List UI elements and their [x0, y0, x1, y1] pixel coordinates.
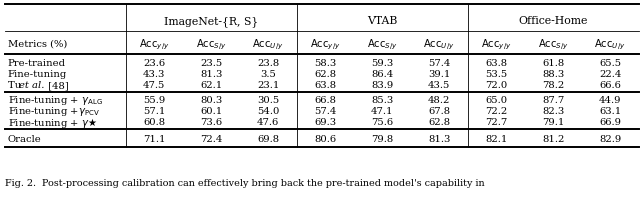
Text: 47.5: 47.5: [143, 81, 165, 90]
Text: $\mathrm{Acc}_{S/y}$: $\mathrm{Acc}_{S/y}$: [538, 37, 569, 52]
Text: 87.7: 87.7: [542, 96, 564, 105]
Text: 59.3: 59.3: [371, 59, 394, 68]
Text: Tu: Tu: [8, 81, 24, 90]
Text: $\mathrm{Acc}_{U/y}$: $\mathrm{Acc}_{U/y}$: [252, 37, 284, 52]
Text: 23.8: 23.8: [257, 59, 279, 68]
Text: 82.3: 82.3: [542, 107, 564, 116]
Text: 81.3: 81.3: [428, 135, 451, 144]
Text: 62.8: 62.8: [314, 70, 336, 79]
Text: 57.1: 57.1: [143, 107, 165, 116]
Text: 30.5: 30.5: [257, 96, 279, 105]
Text: Fine-tuning + $\gamma_{\mathrm{ALG}}$: Fine-tuning + $\gamma_{\mathrm{ALG}}$: [8, 94, 102, 107]
Text: 47.1: 47.1: [371, 107, 394, 116]
Text: [48]: [48]: [45, 81, 69, 90]
Text: 83.9: 83.9: [371, 81, 394, 90]
Text: 43.5: 43.5: [428, 81, 451, 90]
Text: 88.3: 88.3: [542, 70, 564, 79]
Text: 67.8: 67.8: [428, 107, 450, 116]
Text: 72.7: 72.7: [485, 118, 508, 127]
Text: Fine-tuning + $\gamma\bigstar$: Fine-tuning + $\gamma\bigstar$: [8, 116, 97, 130]
Text: 80.6: 80.6: [314, 135, 336, 144]
Text: $\mathrm{Acc}_{y/y}$: $\mathrm{Acc}_{y/y}$: [139, 37, 170, 52]
Text: Fine-tuning +$\gamma_{\mathrm{PCV}}$: Fine-tuning +$\gamma_{\mathrm{PCV}}$: [8, 105, 100, 118]
Text: Pre-trained: Pre-trained: [8, 59, 66, 68]
Text: 53.5: 53.5: [485, 70, 508, 79]
Text: 82.9: 82.9: [599, 135, 621, 144]
Text: 22.4: 22.4: [599, 70, 621, 79]
Text: 72.0: 72.0: [485, 81, 508, 90]
Text: $\mathrm{Acc}_{U/y}$: $\mathrm{Acc}_{U/y}$: [595, 37, 626, 52]
Text: 57.4: 57.4: [314, 107, 337, 116]
Text: Office-Home: Office-Home: [518, 16, 588, 26]
Text: Oracle: Oracle: [8, 135, 42, 144]
Text: 73.6: 73.6: [200, 118, 222, 127]
Text: VTAB: VTAB: [367, 16, 397, 26]
Text: 69.8: 69.8: [257, 135, 279, 144]
Text: 85.3: 85.3: [371, 96, 394, 105]
Text: Fig. 2.  Post-processing calibration can effectively bring back the pre-trained : Fig. 2. Post-processing calibration can …: [5, 179, 484, 188]
Text: 58.3: 58.3: [314, 59, 336, 68]
Text: 81.2: 81.2: [542, 135, 564, 144]
Text: 23.6: 23.6: [143, 59, 165, 68]
Text: 65.5: 65.5: [599, 59, 621, 68]
Text: 54.0: 54.0: [257, 107, 279, 116]
Text: 60.8: 60.8: [143, 118, 165, 127]
Text: 69.3: 69.3: [314, 118, 336, 127]
Text: 3.5: 3.5: [260, 70, 276, 79]
Text: 78.2: 78.2: [542, 81, 564, 90]
Text: $\mathrm{Acc}_{y/y}$: $\mathrm{Acc}_{y/y}$: [310, 37, 340, 52]
Text: 80.3: 80.3: [200, 96, 222, 105]
Text: 44.9: 44.9: [599, 96, 621, 105]
Text: 75.6: 75.6: [371, 118, 393, 127]
Text: 86.4: 86.4: [371, 70, 394, 79]
Text: 48.2: 48.2: [428, 96, 451, 105]
Text: 81.3: 81.3: [200, 70, 222, 79]
Text: 63.8: 63.8: [314, 81, 336, 90]
Text: 82.1: 82.1: [485, 135, 508, 144]
Text: et al.: et al.: [19, 81, 44, 90]
Text: 72.2: 72.2: [485, 107, 508, 116]
Text: 66.8: 66.8: [314, 96, 336, 105]
Text: 23.5: 23.5: [200, 59, 222, 68]
Text: 79.8: 79.8: [371, 135, 394, 144]
Text: ImageNet-{R, S}: ImageNet-{R, S}: [164, 16, 259, 26]
Text: 60.1: 60.1: [200, 107, 222, 116]
Text: 39.1: 39.1: [428, 70, 451, 79]
Text: 23.1: 23.1: [257, 81, 279, 90]
Text: Fine-tuning: Fine-tuning: [8, 70, 67, 79]
Text: 66.6: 66.6: [599, 81, 621, 90]
Text: 63.8: 63.8: [485, 59, 508, 68]
Text: 61.8: 61.8: [542, 59, 564, 68]
Text: 57.4: 57.4: [428, 59, 451, 68]
Text: 66.9: 66.9: [599, 118, 621, 127]
Text: Metrics (%): Metrics (%): [8, 40, 68, 49]
Text: $\mathrm{Acc}_{S/y}$: $\mathrm{Acc}_{S/y}$: [367, 37, 397, 52]
Text: 72.4: 72.4: [200, 135, 222, 144]
Text: 71.1: 71.1: [143, 135, 165, 144]
Text: $\mathrm{Acc}_{U/y}$: $\mathrm{Acc}_{U/y}$: [423, 37, 455, 52]
Text: 47.6: 47.6: [257, 118, 279, 127]
Text: 62.8: 62.8: [428, 118, 450, 127]
Text: 43.3: 43.3: [143, 70, 165, 79]
Text: 62.1: 62.1: [200, 81, 222, 90]
Text: $\mathrm{Acc}_{S/y}$: $\mathrm{Acc}_{S/y}$: [196, 37, 227, 52]
Text: $\mathrm{Acc}_{y/y}$: $\mathrm{Acc}_{y/y}$: [481, 37, 511, 52]
Text: 79.1: 79.1: [542, 118, 564, 127]
Text: 55.9: 55.9: [143, 96, 165, 105]
Text: 65.0: 65.0: [485, 96, 508, 105]
Text: 63.1: 63.1: [599, 107, 621, 116]
